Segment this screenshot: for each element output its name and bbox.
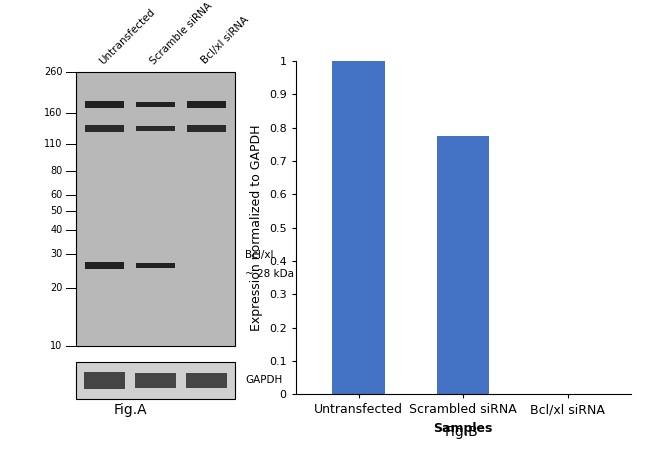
Bar [136,125,175,131]
Text: 110: 110 [44,140,62,149]
Text: 60: 60 [50,190,62,200]
Bar [187,125,226,132]
Bar [186,373,227,388]
Text: Bcl/xl: Bcl/xl [245,251,274,260]
Bar [437,136,489,394]
Bar [86,125,124,132]
Text: 50: 50 [50,206,62,216]
Text: ~ 28 kDa: ~ 28 kDa [245,269,294,279]
Text: Untransfected: Untransfected [98,6,157,66]
Bar [86,262,124,269]
Bar [135,373,176,388]
Text: 160: 160 [44,108,62,118]
Text: GAPDH: GAPDH [245,376,282,386]
Bar [136,263,175,268]
Text: 20: 20 [50,283,62,293]
Bar [187,101,226,108]
Text: 10: 10 [50,341,62,351]
Text: Scramble siRNA: Scramble siRNA [149,0,214,66]
Bar [136,101,175,107]
Text: 40: 40 [50,225,62,235]
Text: 30: 30 [50,249,62,259]
Text: Bcl/xl siRNA: Bcl/xl siRNA [200,15,251,66]
Text: Fig.A: Fig.A [114,403,148,417]
Bar [84,372,125,389]
Text: Fig.B: Fig.B [445,425,478,439]
Bar [86,101,124,108]
Bar [76,72,235,346]
Bar [76,362,235,399]
X-axis label: Samples: Samples [434,422,493,435]
Bar [332,61,385,394]
Y-axis label: Expression normalized to GAPDH: Expression normalized to GAPDH [250,125,263,331]
Text: 80: 80 [50,166,62,176]
Text: 260: 260 [44,67,62,77]
